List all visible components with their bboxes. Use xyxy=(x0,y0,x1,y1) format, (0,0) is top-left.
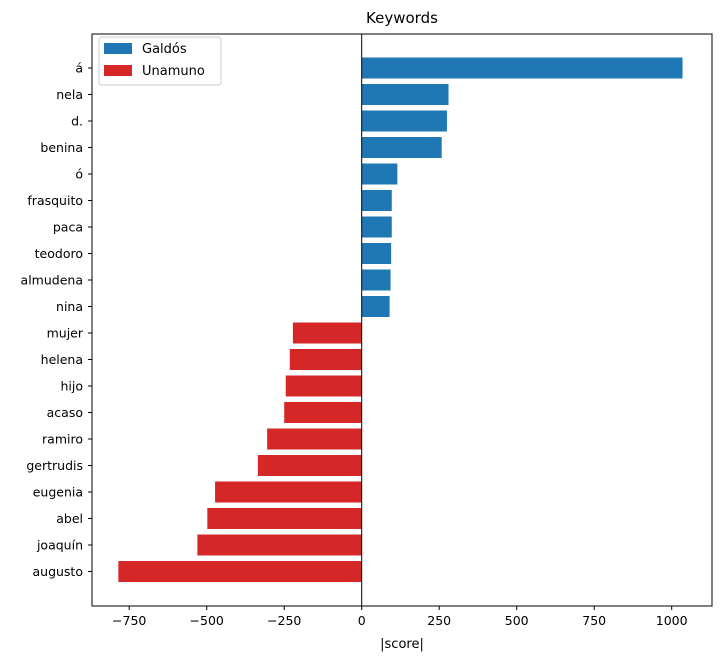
bar-augusto-Unamuno xyxy=(118,561,362,582)
y-tick-label: mujer xyxy=(47,326,84,341)
y-tick-label: ó xyxy=(75,167,83,182)
y-tick-label: paca xyxy=(53,220,83,235)
x-tick-label: 500 xyxy=(505,613,529,628)
bar-helena-Unamuno xyxy=(289,349,362,370)
bar-mujer-Unamuno xyxy=(292,322,362,344)
y-tick-label: nela xyxy=(56,87,83,102)
x-tick-label: 750 xyxy=(582,613,606,628)
x-tick-label: 1000 xyxy=(656,613,688,628)
bar-á-Galdós xyxy=(361,57,683,79)
y-tick-label: eugenia xyxy=(33,485,83,500)
x-axis-label: |score| xyxy=(380,637,424,652)
y-tick-label: á xyxy=(75,61,83,76)
legend-swatch xyxy=(104,43,132,54)
plot-frame xyxy=(91,33,713,607)
legend-swatch xyxy=(104,65,132,76)
bar-paca-Galdós xyxy=(361,216,392,238)
bar-frasquito-Galdós xyxy=(361,190,392,211)
y-tick-label: joaquín xyxy=(36,538,83,553)
bar-ó-Galdós xyxy=(361,163,398,185)
y-tick-label: benina xyxy=(40,140,83,155)
y-tick-label: teodoro xyxy=(35,246,83,261)
x-ticks: −750 −500 −250 0 250 500 750 1000 xyxy=(112,606,688,628)
y-tick-label: augusto xyxy=(32,564,83,579)
bar-nina-Galdós xyxy=(361,296,390,317)
y-tick-label: abel xyxy=(56,511,83,526)
bar-benina-Galdós xyxy=(361,137,442,158)
y-tick-label: frasquito xyxy=(27,193,83,208)
x-tick-label: 0 xyxy=(358,613,366,628)
bar-ramiro-Unamuno xyxy=(267,428,362,450)
x-tick-label: −250 xyxy=(267,613,301,628)
legend-label: Galdós xyxy=(142,42,187,57)
y-tick-label: ramiro xyxy=(42,432,83,447)
bar-joaquín-Unamuno xyxy=(197,534,362,556)
y-tick-label: acaso xyxy=(47,405,83,420)
bar-d.-Galdós xyxy=(361,110,447,132)
y-tick-label: nina xyxy=(56,299,83,314)
bar-almudena-Galdós xyxy=(361,269,391,291)
bar-abel-Unamuno xyxy=(207,508,362,529)
x-tick-label: −500 xyxy=(190,613,224,628)
y-tick-label: hijo xyxy=(60,379,83,394)
legend: Galdós Unamuno xyxy=(98,36,222,86)
bar-acaso-Unamuno xyxy=(284,402,362,423)
bar-gertrudis-Unamuno xyxy=(257,455,362,476)
x-tick-label: −750 xyxy=(112,613,146,628)
y-tick-label: helena xyxy=(41,352,83,367)
y-tick-label: gertrudis xyxy=(26,458,83,473)
bar-hijo-Unamuno xyxy=(285,375,362,397)
y-tick-label: d. xyxy=(71,114,83,129)
bar-teodoro-Galdós xyxy=(361,243,392,264)
legend-label: Unamuno xyxy=(142,64,205,79)
bars-group xyxy=(118,57,683,582)
bar-nela-Galdós xyxy=(361,84,449,105)
bar-eugenia-Unamuno xyxy=(215,481,362,503)
y-tick-labels: á nela d. benina ó frasquito paca teodoro almude… xyxy=(21,61,92,579)
x-tick-label: 250 xyxy=(427,613,451,628)
y-tick-label: almudena xyxy=(21,273,83,288)
chart-title: Keywords xyxy=(366,9,438,27)
